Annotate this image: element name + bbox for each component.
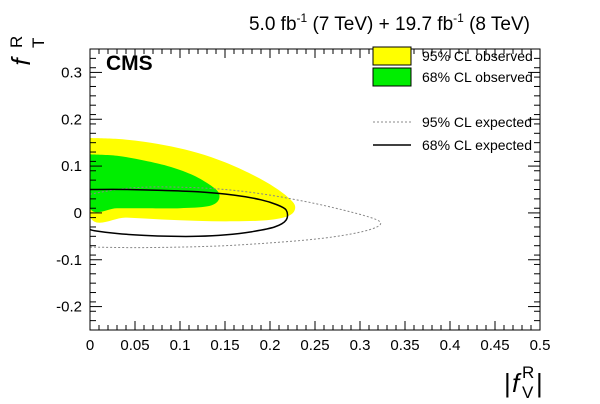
x-tick-label: 0.05 (120, 337, 149, 354)
legend-swatch (372, 46, 412, 66)
x-axis-title-suffix: | (536, 368, 543, 398)
x-axis-title-sub: V (522, 383, 534, 402)
y-axis-title-sup: R (7, 36, 26, 48)
y-tick-label: 0.1 (61, 158, 82, 175)
x-tick-label: 0.45 (480, 337, 509, 354)
y-tick-label: -0.1 (56, 252, 82, 269)
legend: 95% CL observed 68% CL observed 95% CL exp… (372, 46, 533, 153)
x-tick-label: 0.35 (390, 337, 419, 354)
contour-95-cl-expected (90, 186, 382, 249)
legend-item: 95% CL expected (373, 114, 532, 130)
x-axis-title-prefix: | (504, 368, 511, 398)
x-axis-title: | f R V | (504, 363, 543, 402)
legend-swatch (372, 67, 412, 87)
x-axis-title-main: f (512, 368, 522, 398)
x-axis-title-sup: R (522, 363, 534, 382)
y-axis-title: f R T (6, 36, 48, 66)
contour-68-cl-expected (90, 188, 289, 238)
x-tick-label: 0.1 (170, 337, 191, 354)
axes: 0 0.05 0.1 0.15 0.2 0.25 0.3 0.35 0.4 0.45 0.5 -0.2… (56, 48, 551, 354)
y-tick-label: 0.3 (61, 64, 82, 81)
legend-item: 95% CL observed (372, 46, 533, 66)
legend-label: 68% CL expected (422, 137, 532, 153)
legend-item: 68% CL expected (373, 137, 532, 153)
contour-group (90, 138, 382, 249)
x-tick-label: 0 (86, 337, 94, 354)
x-tick-label: 0.5 (530, 337, 551, 354)
legend-label: 95% CL observed (422, 48, 533, 64)
data-layer (90, 138, 382, 249)
x-tick-label: 0.4 (440, 337, 461, 354)
x-tick-label: 0.25 (300, 337, 329, 354)
legend-label: 68% CL observed (422, 69, 533, 85)
y-tick-label: 0.2 (61, 111, 82, 128)
legend-label: 95% CL expected (422, 114, 532, 130)
x-tick-label: 0.3 (350, 337, 371, 354)
x-tick-label: 0.2 (260, 337, 281, 354)
y-axis-title-sub: T (29, 38, 48, 48)
y-axis-title-main: f (6, 56, 36, 66)
experiment-label: CMS (106, 52, 153, 75)
y-tick-label: 0 (74, 205, 82, 222)
contour-68-cl-observed (90, 154, 220, 213)
y-tick-label: -0.2 (56, 299, 82, 316)
x-tick-label: 0.15 (210, 337, 239, 354)
luminosity-label: 5.0 fb-1 (7 TeV) + 19.7 fb-1 (8 TeV) (249, 11, 530, 35)
legend-item: 68% CL observed (372, 67, 533, 87)
